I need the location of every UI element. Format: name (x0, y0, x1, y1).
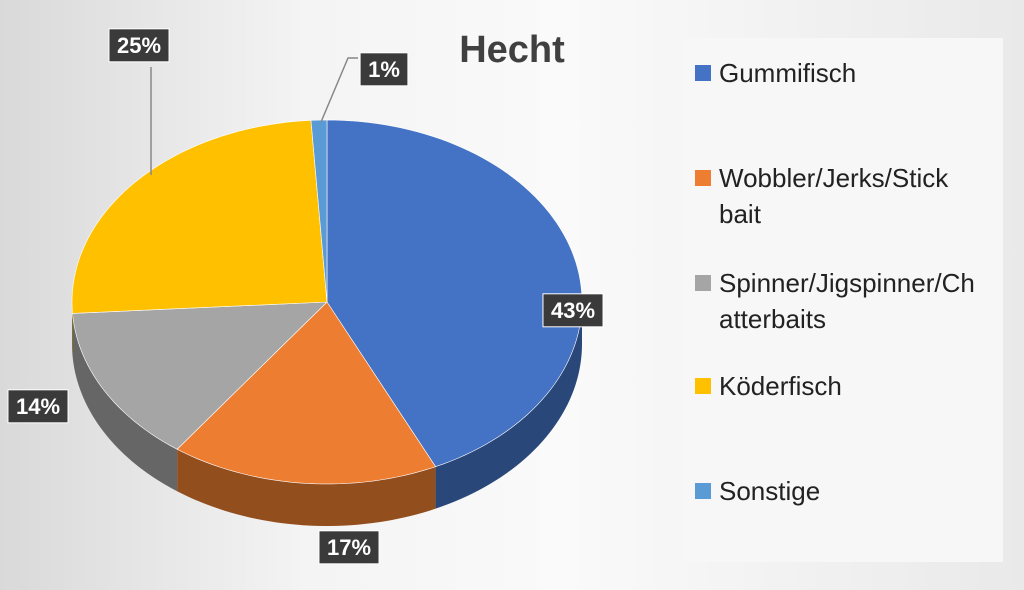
data-label-box (7, 389, 69, 424)
leader-line (320, 57, 358, 123)
legend-label: Wobbler/Jerks/Stick bait (719, 163, 949, 229)
data-label-box (359, 52, 409, 87)
pie-sides (72, 302, 582, 526)
slice-side (177, 449, 436, 526)
legend-label: Spinner/Jigspinner/Chatterbaits (719, 268, 975, 334)
data-labels: 43% 17% 14% 25% 1% (7, 28, 604, 565)
data-label-box (542, 293, 604, 328)
legend-swatch (695, 378, 711, 394)
legend-item: Köderfisch (695, 368, 985, 404)
data-label-box (108, 28, 170, 63)
data-label: 14% (16, 394, 60, 419)
data-label: 1% (368, 57, 400, 82)
legend-swatch (695, 65, 711, 81)
legend-label: Köderfisch (719, 371, 842, 401)
legend-swatch (695, 170, 711, 186)
pie-tops (71, 119, 583, 485)
legend-item: Wobbler/Jerks/Stick bait (695, 160, 985, 232)
data-label: 43% (551, 298, 595, 323)
chart-title: Hecht (459, 29, 565, 71)
legend-item: Sonstige (695, 473, 985, 509)
legend-swatch (695, 275, 711, 291)
slice-side (72, 302, 73, 356)
data-label-box (318, 530, 380, 565)
legend-label: Gummifisch (719, 58, 857, 88)
slice (176, 301, 437, 485)
slice (72, 301, 328, 450)
slice-side (435, 302, 582, 509)
data-label: 25% (117, 33, 161, 58)
legend-swatch (695, 483, 711, 499)
legend-label: Sonstige (719, 476, 821, 506)
legend-item: Gummifisch (695, 55, 985, 91)
slice-side (72, 313, 178, 492)
slice (326, 119, 583, 468)
legend-item: Spinner/Jigspinner/Chatterbaits (695, 265, 985, 337)
data-label: 17% (327, 535, 371, 560)
slice (71, 120, 328, 314)
slice (310, 119, 328, 303)
legend: Gummifisch Wobbler/Jerks/Stick bait Spinne… (683, 38, 1003, 562)
